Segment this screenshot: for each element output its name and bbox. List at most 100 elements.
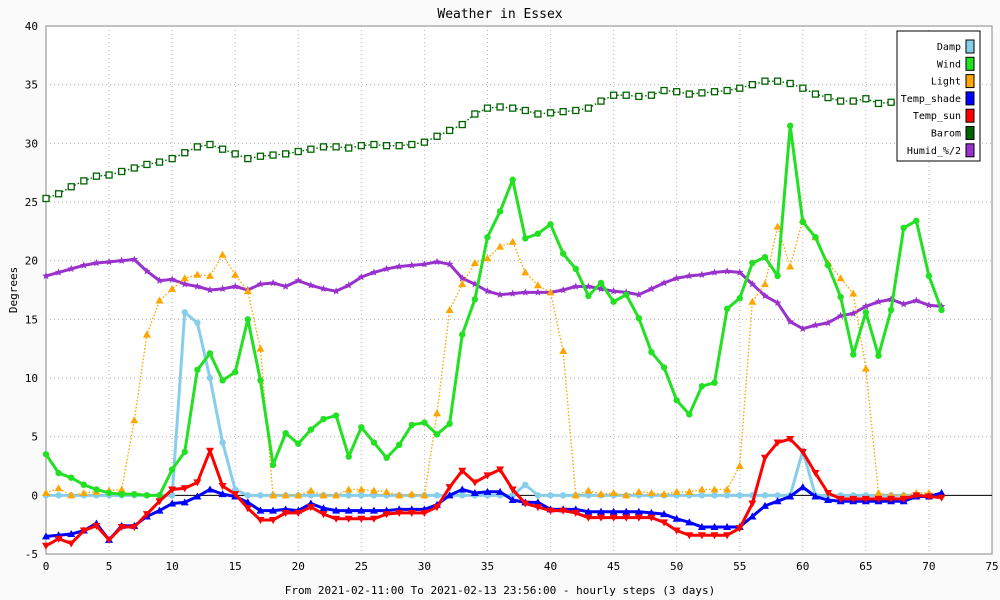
data-point-temp-sun xyxy=(433,504,442,512)
y-tick-label: 10 xyxy=(25,372,38,385)
data-point-temp-sun xyxy=(344,515,353,523)
data-point-temp-sun xyxy=(773,439,782,447)
data-point-temp-sun xyxy=(622,514,631,522)
data-point-damp xyxy=(181,309,188,316)
data-point-barom xyxy=(660,86,668,95)
data-point-damp xyxy=(168,492,176,499)
data-point-temp-shade xyxy=(458,485,467,493)
data-point-temp-shade xyxy=(332,506,341,514)
data-point-light xyxy=(634,487,643,495)
y-tick-label: 40 xyxy=(25,20,38,33)
data-point-light xyxy=(596,490,605,498)
data-point-wind xyxy=(736,295,743,302)
data-point-temp-sun xyxy=(697,532,706,540)
data-point-wind xyxy=(269,461,277,469)
data-point-wind xyxy=(522,235,529,242)
data-point-light xyxy=(496,242,505,250)
data-point-temp-shade xyxy=(634,507,643,515)
series-line-temp-sun xyxy=(45,437,942,548)
data-point-light xyxy=(647,488,656,496)
data-point-temp-sun xyxy=(508,486,517,494)
data-point-light xyxy=(205,271,214,279)
data-point-wind xyxy=(93,486,100,493)
data-point-light xyxy=(231,270,240,278)
x-tick-label: 35 xyxy=(481,560,494,573)
data-point-light xyxy=(306,486,315,494)
data-point-temp-sun xyxy=(193,479,202,487)
data-point-wind xyxy=(862,309,870,316)
data-point-barom xyxy=(458,120,466,129)
data-point-light xyxy=(508,237,517,245)
data-point-light xyxy=(294,491,303,499)
data-point-damp xyxy=(244,492,252,499)
x-tick-label: 70 xyxy=(922,560,935,573)
legend-label-temp-shade: Temp_shade xyxy=(901,94,961,105)
data-point-humid-2 xyxy=(117,256,126,264)
data-point-barom xyxy=(471,110,479,118)
data-point-temp-shade xyxy=(937,488,946,496)
data-point-temp-shade xyxy=(723,523,732,531)
data-point-humid-2 xyxy=(912,296,921,304)
data-point-barom xyxy=(824,93,832,102)
data-point-damp xyxy=(345,492,352,499)
data-point-light xyxy=(319,491,328,499)
data-point-humid-2 xyxy=(143,267,151,275)
data-point-temp-sun xyxy=(54,535,63,543)
data-point-temp-sun xyxy=(735,525,744,533)
data-point-humid-2 xyxy=(723,267,731,275)
data-point-humid-2 xyxy=(559,286,567,294)
data-point-humid-2 xyxy=(647,284,656,293)
data-point-temp-sun xyxy=(798,448,807,456)
data-point-damp xyxy=(522,481,529,488)
data-point-barom xyxy=(256,152,265,160)
data-point-temp-sun xyxy=(496,466,505,474)
data-point-temp-sun xyxy=(483,472,492,480)
data-point-wind xyxy=(509,176,516,183)
data-point-wind xyxy=(761,253,769,261)
data-point-barom xyxy=(572,106,580,115)
series-temp-shade xyxy=(42,483,946,543)
data-point-humid-2 xyxy=(256,280,265,288)
data-point-temp-sun xyxy=(180,485,189,493)
data-point-light xyxy=(433,409,442,417)
data-point-humid-2 xyxy=(206,286,214,294)
data-point-humid-2 xyxy=(231,282,239,290)
data-point-light xyxy=(559,347,568,355)
data-point-barom xyxy=(294,147,302,156)
data-point-wind xyxy=(131,490,138,498)
legend-swatch-damp xyxy=(965,39,975,54)
data-point-humid-2 xyxy=(54,268,63,276)
data-point-humid-2 xyxy=(344,281,353,289)
data-point-wind xyxy=(459,331,466,338)
legend-label-light: Light xyxy=(931,77,961,88)
data-point-light xyxy=(622,491,631,499)
data-point-temp-shade xyxy=(760,501,769,509)
data-point-light xyxy=(470,259,479,267)
legend-label-humid-2: Humid_%/2 xyxy=(907,146,961,157)
data-point-temp-shade xyxy=(811,492,820,500)
data-point-damp xyxy=(232,486,239,493)
data-point-humid-2 xyxy=(521,288,530,296)
data-point-temp-sun xyxy=(874,495,883,503)
data-point-wind xyxy=(282,429,289,437)
data-point-temp-sun xyxy=(571,509,580,517)
data-point-temp-sun xyxy=(634,514,643,522)
data-point-humid-2 xyxy=(799,324,807,332)
data-point-damp xyxy=(774,492,781,499)
data-point-barom xyxy=(673,88,681,96)
data-point-humid-2 xyxy=(332,287,340,295)
data-point-humid-2 xyxy=(761,291,769,300)
data-point-barom xyxy=(622,91,630,99)
x-tick-label: 65 xyxy=(859,560,872,573)
data-point-temp-shade xyxy=(42,532,50,540)
data-point-barom xyxy=(559,108,567,116)
data-point-humid-2 xyxy=(597,284,605,293)
y-tick-label: 15 xyxy=(25,313,38,326)
plot-area xyxy=(45,25,993,555)
data-point-damp xyxy=(358,492,365,499)
data-point-wind xyxy=(156,492,163,499)
data-point-temp-sun xyxy=(887,495,896,503)
data-point-barom xyxy=(319,143,328,151)
x-tick-label: 30 xyxy=(418,560,431,573)
data-point-temp-sun xyxy=(533,504,542,512)
